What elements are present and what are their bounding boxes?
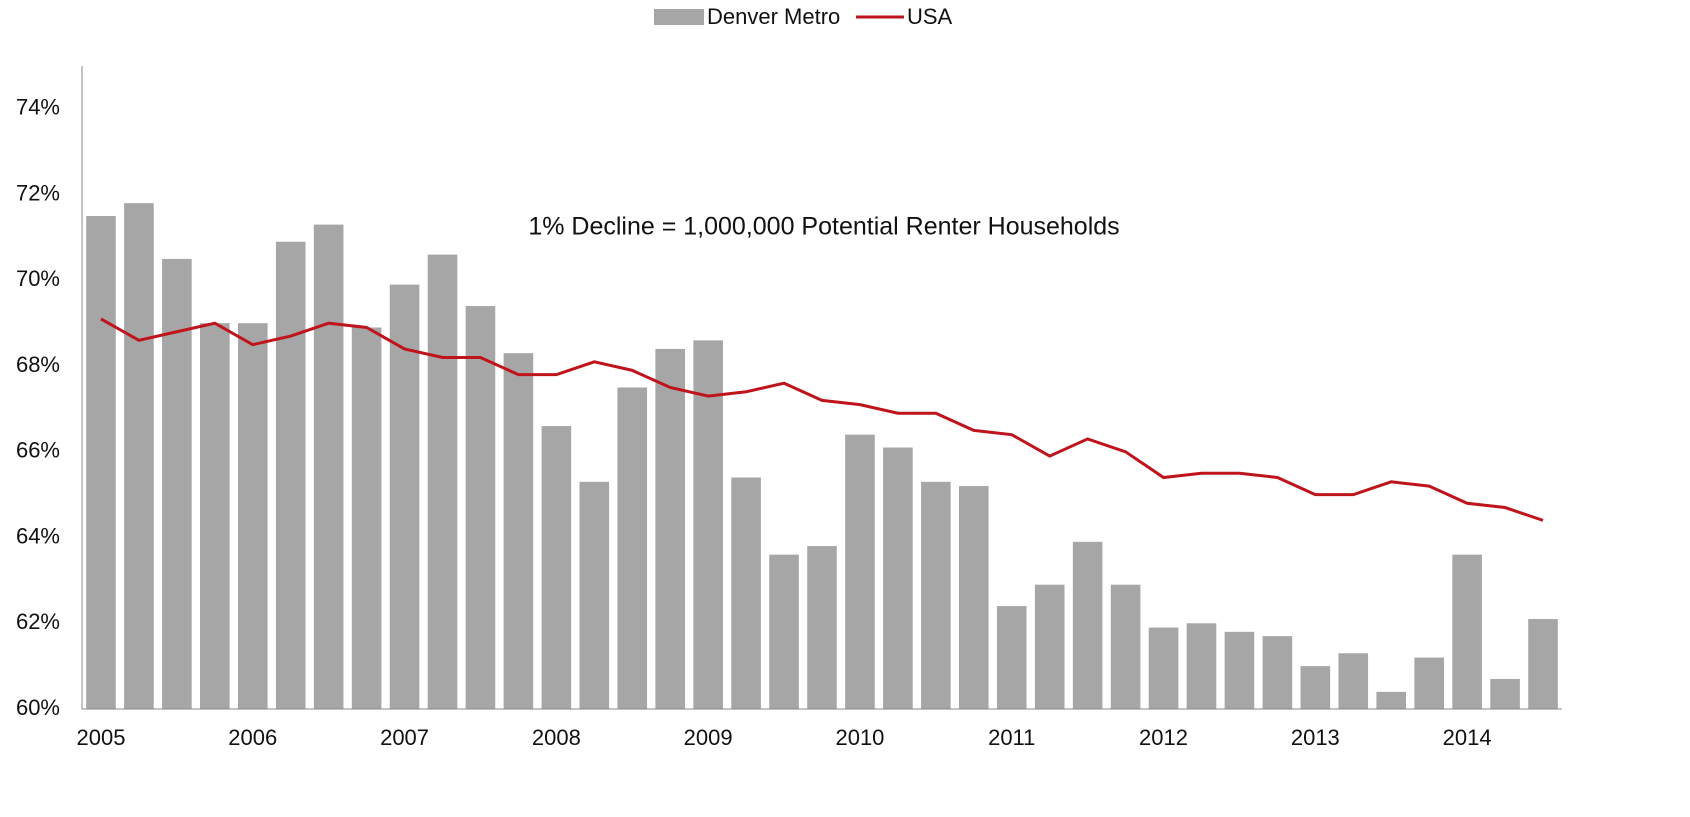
bar xyxy=(351,327,382,709)
bar xyxy=(1376,691,1407,709)
bar xyxy=(1414,657,1444,709)
bar xyxy=(579,481,610,709)
y-tick-label: 74% xyxy=(16,95,60,120)
bar xyxy=(958,486,989,709)
bar xyxy=(1072,541,1103,709)
x-tick-label: 2010 xyxy=(835,725,884,750)
bar xyxy=(162,258,192,709)
bar xyxy=(883,447,913,709)
bar xyxy=(389,284,420,709)
bar xyxy=(237,323,268,709)
bar xyxy=(200,323,230,709)
y-tick-label: 62% xyxy=(16,609,60,634)
bar xyxy=(921,481,951,709)
bar xyxy=(1528,618,1558,709)
bar xyxy=(996,606,1027,709)
y-tick-label: 60% xyxy=(16,695,60,720)
bar xyxy=(617,387,648,709)
y-tick-label: 70% xyxy=(16,266,60,291)
bar xyxy=(1338,653,1369,709)
annotation: 1% Decline = 1,000,000 Potential Renter … xyxy=(528,213,1119,241)
bar xyxy=(845,434,875,709)
bar xyxy=(86,216,116,710)
bar xyxy=(807,546,837,709)
bar xyxy=(1300,666,1331,709)
y-tick-label: 72% xyxy=(16,180,60,205)
x-tick-label: 2013 xyxy=(1291,725,1340,750)
bar xyxy=(465,306,496,709)
x-tick-label: 2005 xyxy=(76,725,125,750)
bar xyxy=(503,353,534,709)
legend-label: USA xyxy=(907,4,953,29)
legend-swatch xyxy=(654,9,704,25)
x-tick-label: 2008 xyxy=(532,725,581,750)
x-tick-label: 2012 xyxy=(1139,725,1188,750)
x-tick-label: 2014 xyxy=(1443,725,1492,750)
bar xyxy=(1186,623,1217,709)
y-tick-label: 66% xyxy=(16,438,60,463)
bar xyxy=(1490,678,1520,709)
bar xyxy=(275,241,306,709)
x-tick-label: 2006 xyxy=(228,725,277,750)
x-tick-label: 2007 xyxy=(380,725,429,750)
bar xyxy=(1110,584,1141,709)
x-tick-label: 2011 xyxy=(988,725,1035,750)
bar xyxy=(769,554,799,709)
x-tick-label: 2009 xyxy=(684,725,733,750)
bar xyxy=(541,426,572,709)
bar xyxy=(1034,584,1065,709)
y-tick-label: 68% xyxy=(16,352,60,377)
bar xyxy=(124,203,154,709)
bar xyxy=(731,477,761,709)
line-series xyxy=(100,317,1544,522)
bar xyxy=(1148,627,1179,709)
bar xyxy=(655,348,686,709)
legend-label: Denver Metro xyxy=(707,4,840,29)
bar xyxy=(693,340,723,709)
bar xyxy=(1452,554,1482,709)
y-tick-label: 64% xyxy=(16,523,60,548)
bar xyxy=(313,224,344,709)
bar xyxy=(1224,631,1255,709)
bar xyxy=(1262,636,1293,709)
bar xyxy=(427,254,458,709)
